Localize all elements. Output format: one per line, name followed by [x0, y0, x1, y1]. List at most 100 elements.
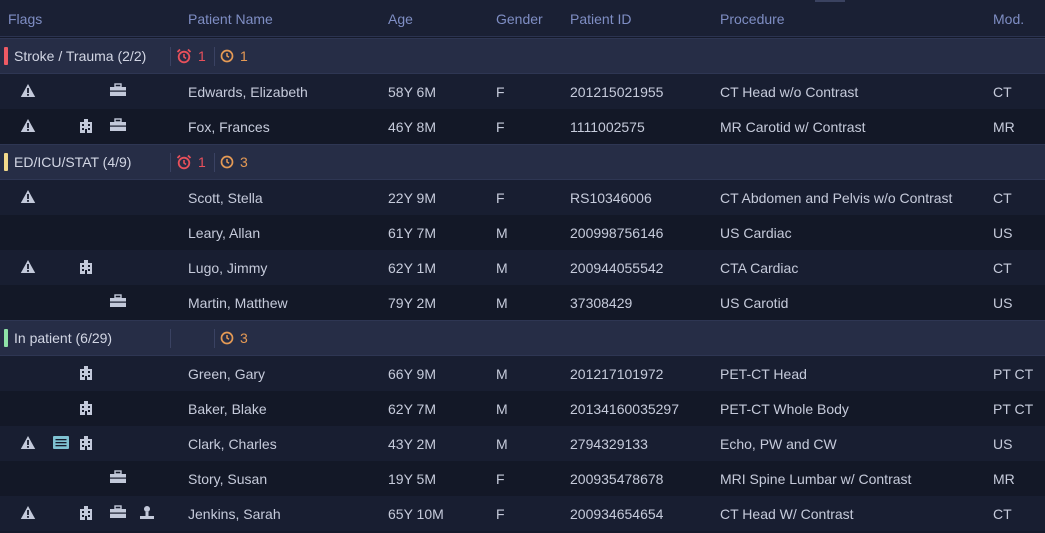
patient-id: 2794329133: [570, 436, 648, 452]
modality: PT CT: [993, 401, 1034, 417]
modality: CT: [993, 84, 1012, 100]
patient-age: 66Y 9M: [388, 366, 436, 382]
document-icon: [52, 435, 70, 452]
clock-icon: [220, 331, 234, 345]
clock-count: 3: [240, 154, 248, 170]
modality: CT: [993, 190, 1012, 206]
group-separator: [214, 329, 215, 348]
patient-id: 20134160035297: [570, 401, 680, 417]
modality: US: [993, 225, 1013, 241]
patient-age: 65Y 10M: [388, 506, 444, 522]
patient-gender: F: [496, 119, 505, 135]
patient-age: 62Y 1M: [388, 260, 436, 276]
patient-age: 62Y 7M: [388, 401, 436, 417]
table-row[interactable]: Clark, Charles 43Y 2M M 2794329133 Echo, PW …: [0, 426, 1045, 461]
warning-icon: [20, 435, 38, 452]
table-row[interactable]: Edwards, Elizabeth 58Y 6M F 201215021955 CT …: [0, 74, 1045, 109]
clock-count: 3: [240, 330, 248, 346]
hospital-icon: [78, 400, 96, 417]
alarm-count: 1: [198, 154, 206, 170]
procedure: US Cardiac: [720, 225, 792, 241]
briefcase-icon: [109, 294, 127, 311]
patient-gender: M: [496, 436, 508, 452]
patient-id: 200998756146: [570, 225, 664, 241]
column-header-gender[interactable]: Gender: [496, 11, 543, 27]
column-header-flags[interactable]: Flags: [8, 11, 43, 27]
table-row[interactable]: Martin, Matthew 79Y 2M M 37308429 US Carotid…: [0, 285, 1045, 320]
clock-count: 1: [240, 48, 248, 64]
modality: US: [993, 295, 1013, 311]
column-header-procedure[interactable]: Procedure: [720, 11, 785, 27]
briefcase-icon: [109, 470, 127, 487]
group-header[interactable]: In patient (6/29) 3: [0, 320, 1045, 356]
procedure: MR Carotid w/ Contrast: [720, 119, 866, 135]
modality: CT: [993, 260, 1012, 276]
group-color-bar: [4, 153, 8, 171]
patient-name: Story, Susan: [188, 471, 268, 487]
modality: PT CT: [993, 366, 1034, 382]
warning-icon: [20, 259, 38, 276]
procedure: CTA Cardiac: [720, 260, 799, 276]
table-row[interactable]: Baker, Blake 62Y 7M M 20134160035297 PET-CT …: [0, 391, 1045, 426]
table-row[interactable]: Jenkins, Sarah 65Y 10M F 200934654654 CT Hea…: [0, 496, 1045, 531]
modality: US: [993, 436, 1013, 452]
warning-icon: [20, 505, 38, 522]
group-header[interactable]: Stroke / Trauma (2/2) 1 1: [0, 38, 1045, 74]
patient-gender: F: [496, 506, 505, 522]
worklist-header: Flags Patient Name Age Gender Patient ID…: [0, 0, 1045, 37]
column-header-age[interactable]: Age: [388, 11, 413, 27]
procedure: MRI Spine Lumbar w/ Contrast: [720, 471, 912, 487]
table-row[interactable]: Fox, Frances 46Y 8M F 1111002575 MR Carotid …: [0, 109, 1045, 144]
patient-name: Clark, Charles: [188, 436, 277, 452]
table-row[interactable]: Green, Gary 66Y 9M M 201217101972 PET-CT Hea…: [0, 356, 1045, 391]
procedure: US Carotid: [720, 295, 789, 311]
patient-name: Martin, Matthew: [188, 295, 288, 311]
table-row[interactable]: Story, Susan 19Y 5M F 200935478678 MRI Spine…: [0, 461, 1045, 496]
patient-age: 46Y 8M: [388, 119, 436, 135]
alarm-clock-icon: [176, 154, 192, 170]
briefcase-icon: [109, 118, 127, 135]
hospital-icon: [78, 118, 96, 135]
patient-gender: M: [496, 225, 508, 241]
group-color-bar: [4, 47, 8, 65]
group-separator: [214, 153, 215, 172]
patient-name: Baker, Blake: [188, 401, 267, 417]
patient-age: 19Y 5M: [388, 471, 436, 487]
clock-icon: [220, 155, 234, 169]
group-label: ED/ICU/STAT (4/9): [14, 154, 132, 170]
group-header[interactable]: ED/ICU/STAT (4/9) 1 3: [0, 144, 1045, 180]
group-separator: [214, 47, 215, 66]
patient-name: Jenkins, Sarah: [188, 506, 281, 522]
patient-id: RS10346006: [570, 190, 652, 206]
table-row[interactable]: Scott, Stella 22Y 9M F RS10346006 CT Abdomen…: [0, 180, 1045, 215]
patient-gender: F: [496, 190, 505, 206]
patient-id: 200935478678: [570, 471, 664, 487]
alarm-clock-icon: [176, 48, 192, 64]
top-tab-indicator: [815, 0, 845, 2]
table-row[interactable]: Lugo, Jimmy 62Y 1M M 200944055542 CTA Cardia…: [0, 250, 1045, 285]
group-color-bar: [4, 329, 8, 347]
patient-gender: F: [496, 84, 505, 100]
table-row[interactable]: Leary, Allan 61Y 7M M 200998756146 US Cardia…: [0, 215, 1045, 250]
patient-id: 201215021955: [570, 84, 664, 100]
patient-gender: M: [496, 366, 508, 382]
group-separator: [170, 47, 171, 66]
group-separator: [170, 153, 171, 172]
warning-icon: [20, 83, 38, 100]
modality: CT: [993, 506, 1012, 522]
patient-age: 61Y 7M: [388, 225, 436, 241]
column-header-modality[interactable]: Mod.: [993, 11, 1025, 27]
patient-name: Leary, Allan: [188, 225, 261, 241]
clock-count-badge: 3: [220, 154, 248, 170]
person-icon: [139, 505, 157, 522]
briefcase-icon: [109, 505, 127, 522]
patient-gender: M: [496, 401, 508, 417]
column-header-patient-id[interactable]: Patient ID: [570, 11, 632, 27]
group-separator: [170, 329, 171, 348]
patient-id: 1111002575: [570, 119, 645, 135]
warning-icon: [20, 118, 38, 135]
procedure: Echo, PW and CW: [720, 436, 837, 452]
clock-icon: [220, 49, 234, 63]
alarm-count-badge: 1: [176, 154, 206, 170]
column-header-patient-name[interactable]: Patient Name: [188, 11, 273, 27]
